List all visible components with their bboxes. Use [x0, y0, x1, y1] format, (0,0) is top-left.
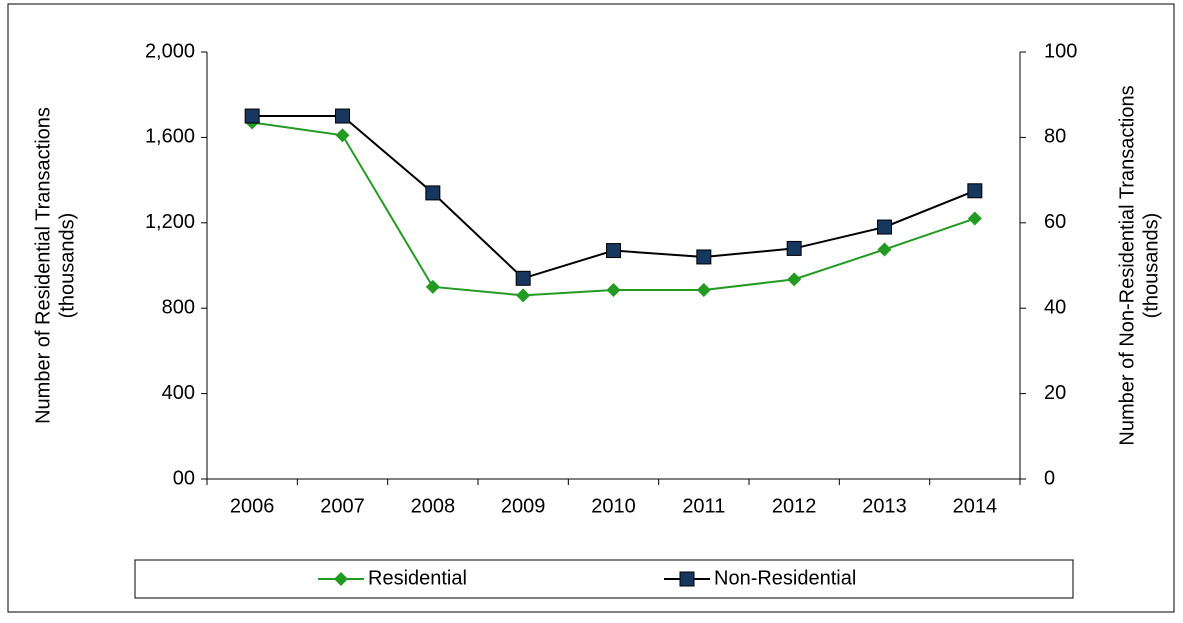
y-tick-label: 2,000 [145, 40, 195, 62]
x-tick-label: 2007 [320, 495, 365, 517]
y2-tick-label: 0 [1044, 467, 1055, 489]
data-point [425, 279, 440, 294]
y-axis-title: (thousands) [56, 213, 78, 319]
x-tick-label: 2009 [501, 495, 546, 517]
series-line [252, 121, 976, 297]
data-point [696, 283, 711, 298]
legend-label: Residential [368, 567, 467, 589]
x-tick-label: 2011 [682, 495, 725, 517]
legend-marker [334, 572, 348, 586]
y2-axis-title: Number of Non-Residential Transactions [1116, 85, 1138, 445]
x-tick-label: 2010 [591, 495, 636, 517]
y-tick-label: 800 [162, 296, 195, 318]
y2-tick-label: 80 [1044, 126, 1066, 148]
y2-tick-label: 40 [1044, 296, 1066, 318]
x-tick-label: 2013 [862, 495, 907, 517]
data-point [877, 219, 892, 235]
data-point [606, 243, 621, 259]
data-point [244, 108, 260, 124]
y2-tick-label: 100 [1044, 40, 1077, 62]
data-point [786, 240, 802, 256]
data-point [967, 211, 982, 226]
data-point [877, 242, 892, 257]
data-point [515, 270, 531, 286]
data-point [516, 288, 531, 303]
data-point [787, 272, 802, 287]
y-tick-label: 1,200 [145, 211, 195, 233]
y2-tick-label: 60 [1044, 211, 1066, 233]
x-tick-label: 2008 [411, 495, 456, 517]
chart-border [7, 3, 1175, 613]
data-point [967, 183, 983, 199]
y-tick-label: 00 [173, 467, 195, 489]
data-point [425, 185, 441, 201]
y2-tick-label: 20 [1044, 382, 1066, 404]
legend-marker [679, 571, 695, 587]
y2-axis-title: (thousands) [1140, 213, 1162, 319]
data-point [335, 108, 350, 124]
x-tick-label: 2012 [772, 495, 817, 517]
legend-box [134, 559, 1074, 599]
data-point [606, 283, 621, 298]
x-tick-label: 2014 [953, 495, 998, 517]
y-axis-title: Number of Residential Transactions [32, 107, 54, 424]
y-tick-label: 400 [162, 382, 195, 404]
data-point [335, 128, 350, 143]
legend-label: Non-Residential [714, 567, 856, 589]
y-tick-label: 1,600 [145, 126, 195, 148]
x-tick-label: 2006 [230, 495, 275, 517]
data-point [696, 249, 712, 265]
